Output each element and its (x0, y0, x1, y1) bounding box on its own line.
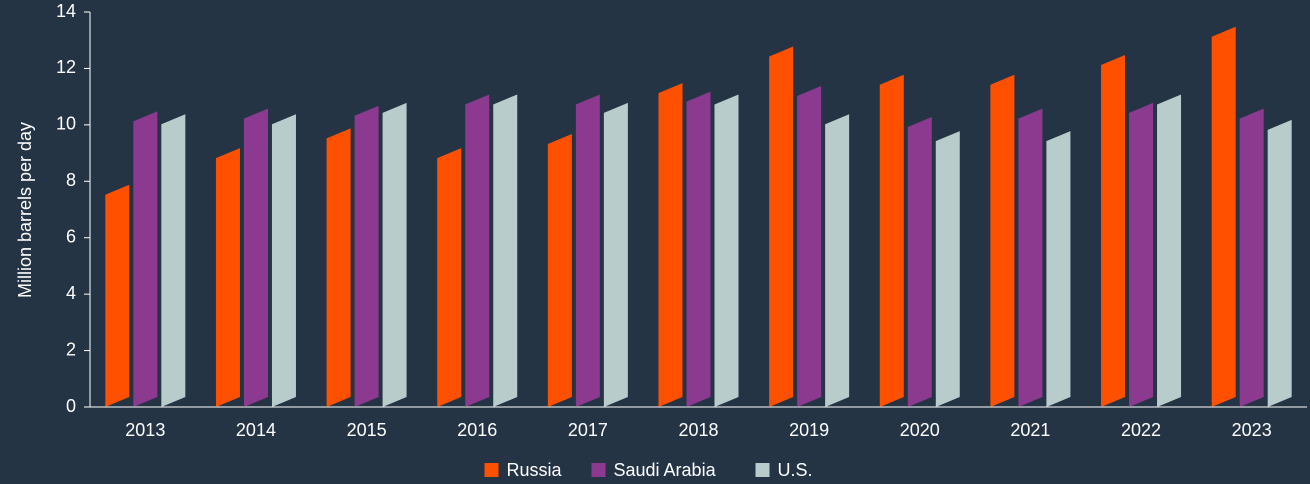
bar (133, 111, 158, 408)
bar (686, 91, 711, 408)
y-axis-label: Million barrels per day (15, 122, 35, 298)
bar (271, 114, 296, 407)
x-tick-label: 2014 (236, 420, 276, 440)
bar (1239, 108, 1264, 408)
bar (382, 102, 407, 407)
bar (1018, 108, 1043, 408)
bar (437, 148, 462, 408)
y-tick-label: 8 (66, 170, 76, 190)
bar (161, 114, 186, 407)
y-tick-label: 6 (66, 226, 76, 246)
bar (935, 131, 960, 407)
bar (1211, 26, 1236, 407)
bar (105, 184, 130, 407)
bar (879, 74, 904, 407)
bar (493, 94, 518, 407)
x-tick-label: 2023 (1232, 420, 1272, 440)
legend-swatch (755, 463, 770, 477)
bar (243, 108, 268, 408)
x-tick-label: 2022 (1121, 420, 1161, 440)
bar (907, 117, 932, 408)
bar (1101, 54, 1126, 407)
legend-swatch (591, 463, 606, 477)
legend-label: U.S. (778, 460, 813, 480)
bar (354, 105, 379, 407)
bar (1129, 102, 1154, 407)
legend-swatch (484, 463, 499, 477)
bar (990, 74, 1015, 407)
legend-label: Russia (507, 460, 563, 480)
bar (603, 102, 628, 407)
x-tick-label: 2018 (678, 420, 718, 440)
bar (797, 86, 822, 407)
bar (1157, 94, 1182, 407)
x-tick-label: 2020 (900, 420, 940, 440)
bar (1046, 131, 1071, 407)
y-tick-label: 2 (66, 339, 76, 359)
bar (714, 94, 739, 407)
y-tick-label: 12 (56, 57, 76, 77)
bar (658, 83, 683, 407)
bar (575, 94, 600, 407)
x-tick-label: 2017 (568, 420, 608, 440)
legend-label: Saudi Arabia (614, 460, 717, 480)
x-tick-label: 2013 (125, 420, 165, 440)
y-tick-label: 4 (66, 283, 76, 303)
bar (825, 114, 850, 407)
bar (769, 46, 794, 407)
bar (465, 94, 490, 407)
bar (1267, 119, 1292, 407)
y-tick-label: 0 (66, 396, 76, 416)
y-tick-label: 10 (56, 114, 76, 134)
bar (547, 133, 572, 407)
x-tick-label: 2016 (457, 420, 497, 440)
x-tick-label: 2015 (347, 420, 387, 440)
y-tick-label: 14 (56, 1, 76, 21)
bar (215, 148, 240, 408)
bar (326, 128, 351, 408)
x-tick-label: 2019 (789, 420, 829, 440)
x-tick-label: 2021 (1010, 420, 1050, 440)
